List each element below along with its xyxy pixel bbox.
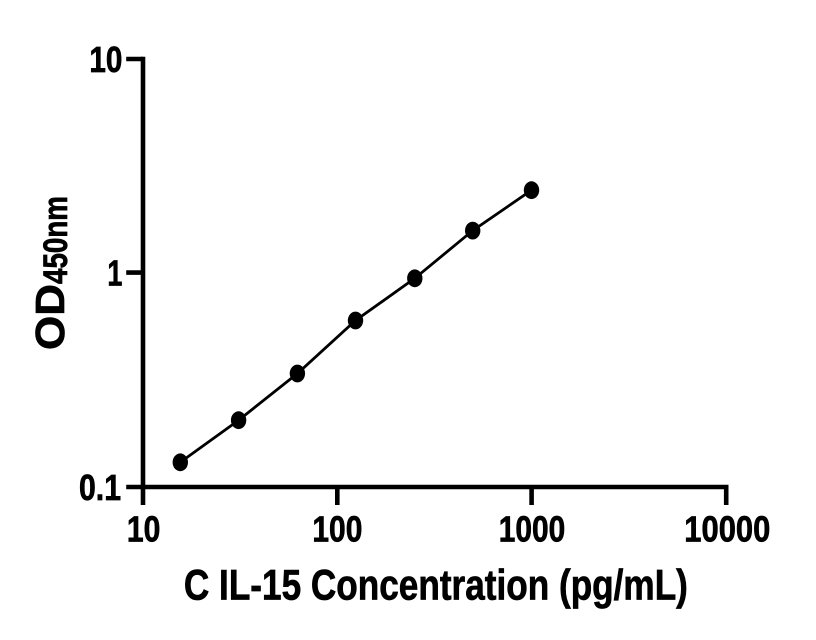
svg-text:1: 1 — [107, 252, 122, 293]
svg-text:450nm: 450nm — [37, 196, 75, 284]
svg-text:OD: OD — [27, 284, 73, 350]
svg-text:1000: 1000 — [499, 509, 566, 550]
svg-text:100: 100 — [312, 509, 362, 550]
svg-text:0.1: 0.1 — [79, 467, 121, 508]
svg-text:10000: 10000 — [684, 509, 770, 550]
svg-text:10: 10 — [127, 509, 161, 550]
svg-text:10: 10 — [89, 39, 122, 80]
svg-text:C IL-15 Concentration (pg/mL): C IL-15 Concentration (pg/mL) — [184, 562, 688, 610]
